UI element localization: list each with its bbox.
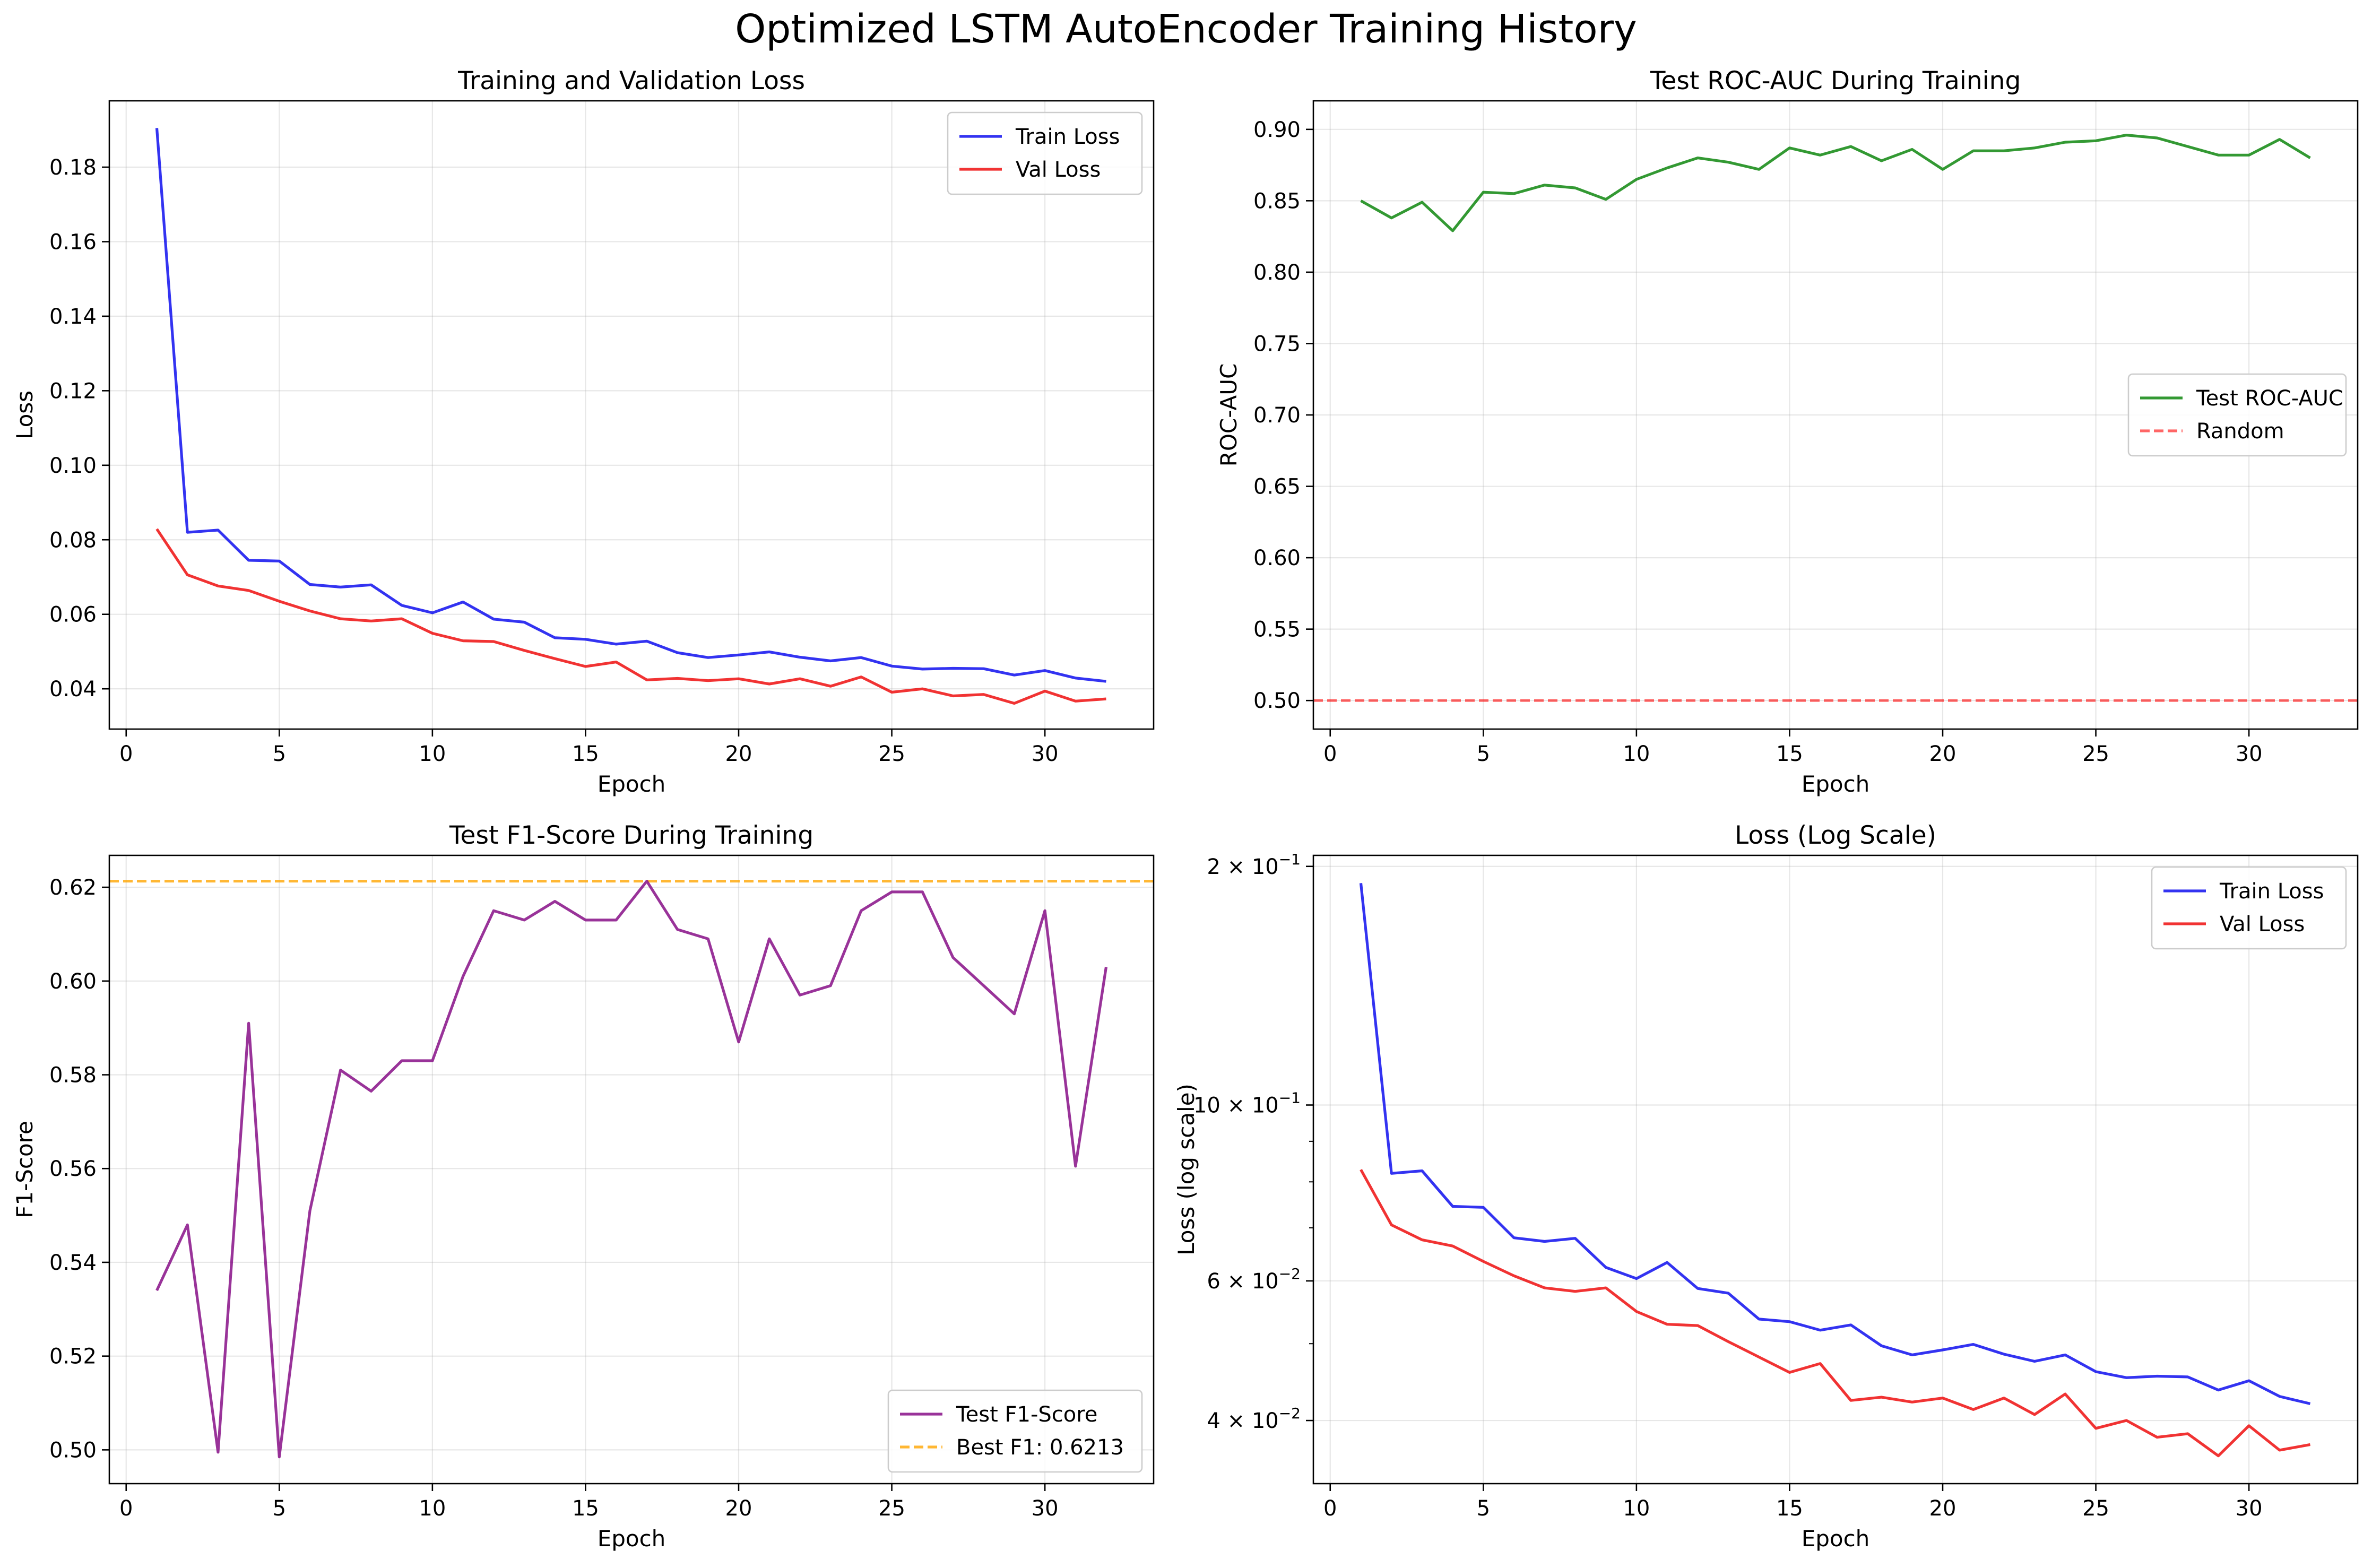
- y-tick-label: 0.50: [49, 1438, 97, 1462]
- x-tick-label: 20: [725, 1496, 752, 1521]
- x-tick-label: 20: [725, 742, 752, 766]
- x-tick-label: 5: [273, 742, 286, 766]
- x-axis-label: Epoch: [1802, 771, 1870, 797]
- legend-box: [2151, 866, 2347, 950]
- chart-title: Test F1-Score During Training: [449, 821, 813, 850]
- plot-frame: [1312, 854, 2359, 1485]
- legend-label: Val Loss: [2220, 912, 2305, 937]
- x-tick-label: 0: [1323, 1496, 1337, 1521]
- y-tick-label: 0.52: [49, 1345, 97, 1369]
- plot-frame: [108, 854, 1155, 1485]
- y-axis-label: Loss: [12, 391, 38, 439]
- legend: Test F1-Score Best F1: 0.6213: [887, 1389, 1143, 1473]
- y-tick-label: 0.16: [49, 230, 97, 254]
- legend-label: Test F1-Score: [956, 1402, 1097, 1427]
- x-tick-label: 30: [1032, 742, 1059, 766]
- y-tick-label: 2 × 10−1: [1207, 851, 1301, 879]
- chart-loss: 0 5 10 15 20 25 30 0.04 0.06 0.08 0.10 0.12 0.14 0.16…: [12, 66, 1155, 797]
- legend: Test ROC-AUC Random: [2127, 373, 2347, 457]
- chart-f1: 0 5 10 15 20 25 30 0.50 0.52 0.54 0.56 0.58 0.60 0.62…: [12, 821, 1155, 1552]
- x-tick-label: 10: [419, 1496, 446, 1521]
- series-line-test-f1-score: [155, 879, 1108, 1459]
- x-tick-label: 10: [419, 742, 446, 766]
- x-tick-label: 20: [1929, 1496, 1957, 1521]
- y-tick-label: 0.50: [1253, 689, 1301, 713]
- y-tick-label: 0.60: [49, 969, 97, 994]
- y-tick-label: 10 × 10−1: [1193, 1089, 1301, 1118]
- x-axis-label: Epoch: [598, 771, 666, 797]
- y-tick-label: 0.75: [1253, 332, 1301, 356]
- legend-label: Test ROC-AUC: [2196, 386, 2343, 411]
- x-tick-label: 15: [572, 1496, 599, 1521]
- x-axis-label: Epoch: [1802, 1526, 1870, 1552]
- y-tick-label: 0.58: [49, 1063, 97, 1088]
- legend-label: Train Loss: [1015, 125, 1120, 149]
- y-axis-label: ROC-AUC: [1216, 363, 1242, 467]
- x-tick-label: 25: [878, 742, 905, 766]
- chart-roc: 0 5 10 15 20 25 30 0.50 0.55 0.60 0.65 0.70 0.75 0.80…: [1216, 66, 2359, 797]
- y-tick-label: 0.08: [49, 528, 97, 552]
- y-tick-label: 0.06: [49, 603, 97, 627]
- y-tick-label: 4 × 10−2: [1207, 1405, 1301, 1433]
- x-tick-label: 5: [273, 1496, 286, 1521]
- y-tick-label: 0.14: [49, 305, 97, 329]
- chart-title: Training and Validation Loss: [457, 66, 805, 96]
- plot-frame: [108, 100, 1155, 730]
- y-tick-label: 0.18: [49, 155, 97, 180]
- x-tick-label: 0: [1323, 742, 1337, 766]
- x-tick-label: 15: [1776, 1496, 1803, 1521]
- series-line-train-loss: [155, 128, 1106, 683]
- legend-box: [887, 1389, 1143, 1473]
- x-tick-label: 0: [119, 742, 133, 766]
- x-tick-label: 20: [1929, 742, 1957, 766]
- y-tick-label: 0.04: [49, 677, 97, 701]
- y-tick-label: 0.85: [1253, 189, 1301, 213]
- x-tick-label: 25: [878, 1496, 905, 1521]
- x-tick-label: 15: [1776, 742, 1803, 766]
- series-line-val-loss: [155, 528, 1106, 705]
- chart-logloss: 0 5 10 15 20 25 30 4 × 10−2 6 × 10−2 10 × 10−1 2 ×…: [1173, 821, 2359, 1552]
- legend-box: [947, 111, 1143, 195]
- legend-label: Train Loss: [2219, 879, 2324, 904]
- y-tick-label: 0.60: [1253, 546, 1301, 570]
- x-tick-label: 5: [1477, 1496, 1490, 1521]
- y-tick-label: 0.10: [49, 454, 97, 478]
- x-tick-label: 10: [1623, 1496, 1650, 1521]
- chart-title: Loss (Log Scale): [1735, 821, 1936, 850]
- x-axis-label: Epoch: [598, 1526, 666, 1552]
- x-tick-label: 0: [119, 1496, 133, 1521]
- y-tick-label: 0.80: [1253, 261, 1301, 285]
- y-tick-label: 0.65: [1253, 475, 1301, 499]
- series-line-val-loss: [1360, 1168, 2310, 1458]
- y-tick-label: 0.54: [49, 1251, 97, 1275]
- series-line-test-roc-auc: [1360, 134, 2311, 232]
- figure-title: Optimized LSTM AutoEncoder Training Hist…: [735, 6, 1637, 52]
- y-axis-label: F1-Score: [12, 1121, 38, 1218]
- y-tick-label: 0.90: [1253, 118, 1301, 142]
- x-tick-label: 30: [2236, 742, 2263, 766]
- x-tick-label: 10: [1623, 742, 1650, 766]
- x-tick-label: 25: [2082, 742, 2109, 766]
- y-tick-label: 6 × 10−2: [1207, 1265, 1301, 1294]
- x-tick-label: 15: [572, 742, 599, 766]
- chart-title: Test ROC-AUC During Training: [1650, 66, 2021, 96]
- x-tick-label: 30: [1032, 1496, 1059, 1521]
- y-tick-label: 0.12: [49, 379, 97, 403]
- legend-label: Best F1: 0.6213: [956, 1435, 1124, 1460]
- legend: Train Loss Val Loss: [2151, 866, 2347, 950]
- x-tick-label: 30: [2236, 1496, 2263, 1521]
- series-line-train-loss: [1359, 883, 2311, 1405]
- legend: Train Loss Val Loss: [947, 111, 1143, 195]
- y-tick-label: 0.62: [49, 876, 97, 900]
- legend-label: Val Loss: [1016, 158, 1101, 182]
- y-tick-label: 0.70: [1253, 403, 1301, 428]
- legend-box: [2127, 373, 2347, 457]
- y-tick-label: 0.55: [1253, 618, 1301, 642]
- x-tick-label: 5: [1477, 742, 1490, 766]
- y-tick-label: 0.56: [49, 1157, 97, 1181]
- x-tick-label: 25: [2082, 1496, 2109, 1521]
- legend-label: Random: [2196, 419, 2284, 444]
- y-axis-label: Loss (log scale): [1173, 1084, 1199, 1255]
